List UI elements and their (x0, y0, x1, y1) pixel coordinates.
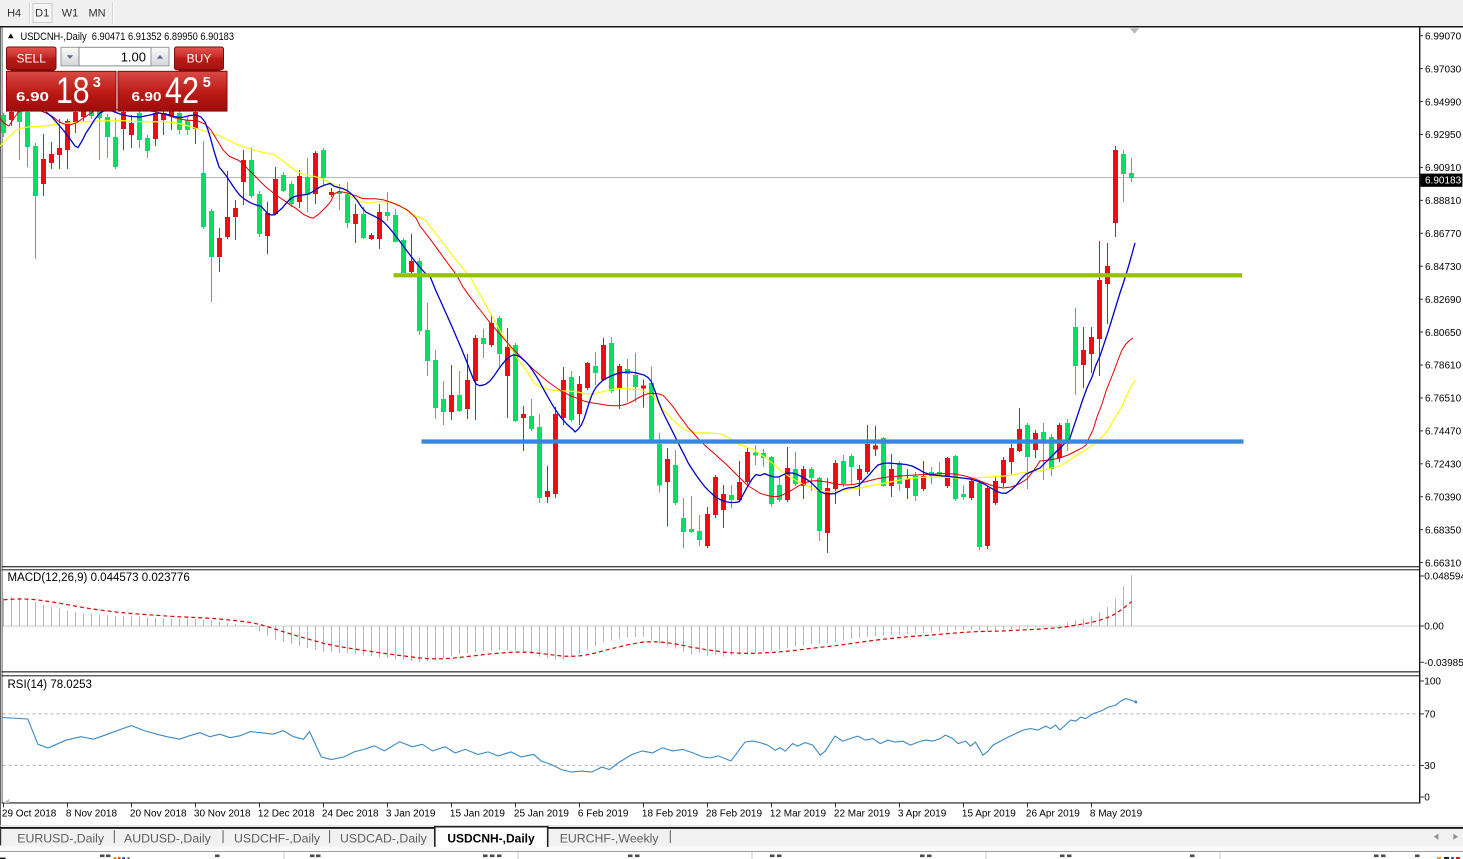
svg-text:6.97030: 6.97030 (1425, 64, 1462, 75)
svg-text:3 Jan 2019: 3 Jan 2019 (386, 809, 436, 820)
svg-text:6.80650: 6.80650 (1425, 328, 1462, 339)
svg-text:RSI(14) 78.0253: RSI(14) 78.0253 (8, 679, 92, 691)
svg-text:25 Jan 2019: 25 Jan 2019 (514, 809, 569, 820)
svg-text:-0.039856: -0.039856 (1424, 658, 1463, 669)
svg-text:SELL: SELL (17, 52, 47, 66)
svg-text:15 Apr 2019: 15 Apr 2019 (962, 809, 1016, 820)
svg-text:D1: D1 (35, 8, 49, 20)
svg-text:6.82690: 6.82690 (1425, 295, 1462, 306)
svg-text:MACD(12,26,9) 0.044573 0.02377: MACD(12,26,9) 0.044573 0.023776 (8, 572, 190, 584)
svg-text:24 Dec 2018: 24 Dec 2018 (322, 809, 379, 820)
svg-text:USDCNH-,Daily: USDCNH-,Daily (447, 831, 535, 845)
svg-text:6.92950: 6.92950 (1425, 130, 1462, 141)
svg-text:6.66310: 6.66310 (1425, 558, 1462, 569)
svg-text:8 May 2019: 8 May 2019 (1090, 809, 1143, 820)
svg-text:6.70390: 6.70390 (1425, 492, 1462, 503)
svg-text:70: 70 (1424, 710, 1436, 721)
svg-text:3: 3 (93, 75, 101, 91)
svg-text:MN: MN (88, 8, 105, 20)
svg-text:EURCHF-,Weekly: EURCHF-,Weekly (560, 831, 660, 845)
svg-text:12 Dec 2018: 12 Dec 2018 (258, 809, 315, 820)
svg-text:USDCHF-,Daily: USDCHF-,Daily (234, 831, 321, 845)
svg-text:H4: H4 (7, 8, 21, 20)
svg-text:6.88810: 6.88810 (1425, 196, 1462, 207)
svg-text:6.90910: 6.90910 (1425, 163, 1462, 174)
svg-text:6.90183: 6.90183 (1425, 176, 1462, 187)
svg-text:42: 42 (165, 69, 199, 111)
svg-text:22 Mar 2019: 22 Mar 2019 (834, 809, 891, 820)
svg-text:30: 30 (1424, 761, 1436, 772)
svg-text:6.90: 6.90 (132, 90, 162, 104)
svg-text:0.00: 0.00 (1424, 622, 1444, 633)
svg-text:6.76510: 6.76510 (1425, 394, 1462, 405)
svg-text:EURUSD-,Daily: EURUSD-,Daily (17, 831, 105, 845)
svg-text:6.78610: 6.78610 (1425, 361, 1462, 372)
svg-text:18 Feb 2019: 18 Feb 2019 (642, 809, 699, 820)
svg-text:18: 18 (56, 69, 90, 111)
svg-text:29 Oct 2018: 29 Oct 2018 (2, 809, 57, 820)
svg-text:8 Nov 2018: 8 Nov 2018 (66, 809, 118, 820)
svg-text:12 Mar 2019: 12 Mar 2019 (770, 809, 827, 820)
svg-text:100: 100 (1424, 677, 1441, 688)
svg-text:6.74470: 6.74470 (1425, 427, 1462, 438)
svg-text:3 Apr 2019: 3 Apr 2019 (898, 809, 947, 820)
svg-text:6.90: 6.90 (16, 90, 49, 104)
svg-text:6.86770: 6.86770 (1425, 229, 1462, 240)
svg-text:6.99070: 6.99070 (1425, 31, 1462, 42)
svg-text:6.94990: 6.94990 (1425, 97, 1462, 108)
svg-text:6.68350: 6.68350 (1425, 525, 1462, 536)
svg-text:0.048594: 0.048594 (1424, 572, 1463, 583)
svg-text:AUDUSD-,Daily: AUDUSD-,Daily (124, 831, 212, 845)
svg-text:5: 5 (203, 75, 211, 91)
svg-text:W1: W1 (62, 8, 79, 20)
svg-text:0: 0 (1424, 793, 1430, 804)
svg-text:28 Feb 2019: 28 Feb 2019 (706, 809, 763, 820)
svg-text:6.72430: 6.72430 (1425, 460, 1462, 471)
svg-text:6 Feb 2019: 6 Feb 2019 (578, 809, 629, 820)
svg-text:6.84730: 6.84730 (1425, 262, 1462, 273)
svg-text:1.00: 1.00 (121, 49, 146, 64)
svg-text:30 Nov 2018: 30 Nov 2018 (194, 809, 251, 820)
svg-text:15 Jan 2019: 15 Jan 2019 (450, 809, 505, 820)
svg-text:USDCNH-,Daily 6.90471 6.91352: USDCNH-,Daily 6.90471 6.91352 6.89950 6.… (21, 31, 235, 43)
svg-text:26 Apr 2019: 26 Apr 2019 (1026, 809, 1080, 820)
svg-text:USDCAD-,Daily: USDCAD-,Daily (340, 831, 428, 845)
svg-text:20 Nov 2018: 20 Nov 2018 (130, 809, 187, 820)
svg-text:BUY: BUY (187, 52, 212, 66)
